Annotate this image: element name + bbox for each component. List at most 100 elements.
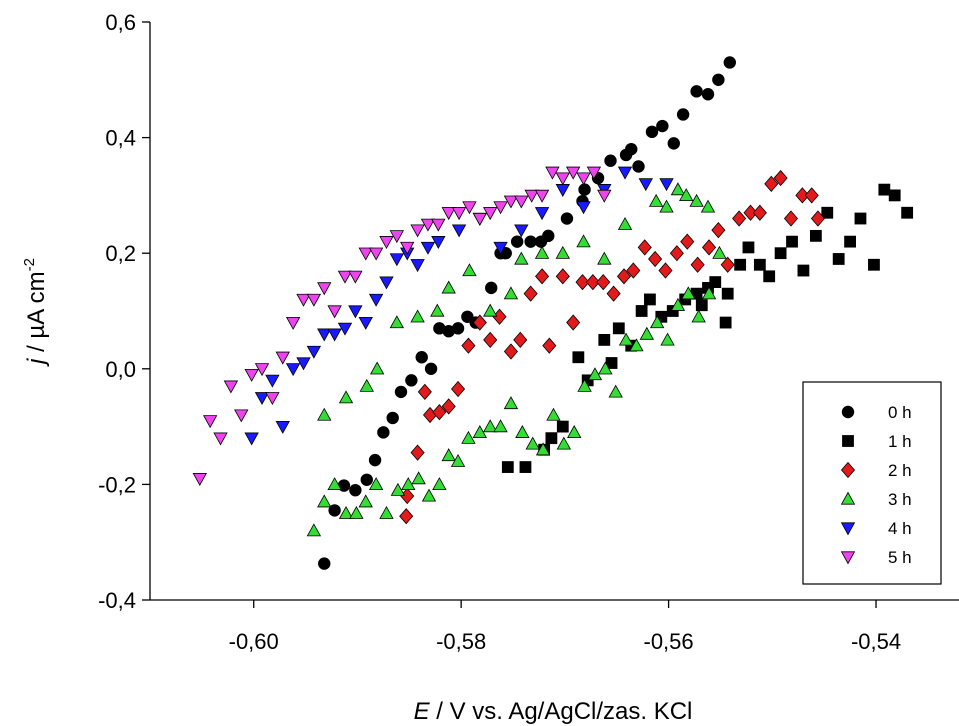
x-axis-text: / V vs. Ag/AgCl/zas. KCl [430,698,693,725]
point-0h [377,426,390,439]
point-5h [285,316,301,330]
point-4h [534,207,550,221]
point-3h [577,378,592,392]
point-0h [625,142,638,156]
point-3h [617,216,633,230]
point-3h [689,193,704,207]
point-5h [534,189,550,203]
point-2h [606,285,621,302]
y-tick-label: 0,6 [105,10,136,35]
point-3h [515,425,530,438]
point-0h [534,235,548,248]
point-3h [525,436,540,450]
point-3h [691,309,706,323]
point-0h [524,235,537,248]
point-3h [338,390,354,404]
point-4h [451,224,467,238]
point-5h [317,282,332,296]
point-2h [680,233,695,250]
point-3h [462,263,477,277]
point-5h [223,380,239,394]
point-0h [676,108,690,121]
point-5h [576,172,591,186]
point-3h [556,436,572,450]
point-1h [556,420,569,433]
legend-marker-0h [841,405,855,419]
point-1h [666,305,679,317]
point-1h [844,235,856,248]
x-axis-title: E / V vs. Ag/AgCl/zas. KCl [414,698,693,725]
point-2h [702,239,717,256]
point-3h [327,477,342,491]
point-3h [368,477,384,491]
point-2h [669,245,684,262]
point-5h [254,363,270,377]
point-2h [535,268,550,285]
point-1h [809,229,822,242]
point-2h [513,331,528,349]
point-1h [545,432,558,445]
legend-label-1h: 1 h [888,432,912,451]
point-3h [410,309,425,323]
point-3h [712,245,727,259]
point-3h [618,332,634,346]
point-0h [656,119,669,133]
point-3h [450,453,466,467]
point-0h [360,473,373,486]
point-3h [390,482,406,496]
point-5h [565,166,581,180]
point-0h [604,154,617,167]
point-3h [650,315,665,329]
legend-label-5h: 5 h [888,548,912,567]
point-1h [821,206,834,219]
point-0h [318,557,331,570]
point-1h [635,305,648,317]
point-2h [399,508,414,525]
point-3h [660,332,675,346]
point-4h [420,241,436,255]
point-4h [431,236,446,249]
point-3h [701,286,717,300]
point-3h [700,199,716,213]
point-2h [441,398,456,415]
point-1h [572,351,585,364]
point-2h [451,380,466,398]
point-4h [327,328,342,342]
point-3h [681,286,696,300]
point-3h [493,419,508,433]
point-3h [306,523,322,537]
legend-label-3h: 3 h [888,490,912,509]
point-2h [417,383,432,401]
point-2h [542,337,557,354]
point-1h [774,247,787,260]
point-5h [358,247,373,261]
point-5h [586,166,602,180]
point-5h [483,207,498,221]
point-0h [424,362,438,376]
point-5h [244,368,259,382]
y-tick-label: 0,0 [105,357,136,382]
point-0h [433,322,446,335]
point-3h [679,188,694,202]
point-3h [555,245,570,259]
y-axis-title: j / µA cm-2 [21,258,50,367]
point-3h [483,303,498,317]
point-4h [379,276,394,290]
point-5h [410,224,425,238]
point-3h [503,286,519,300]
point-5h [524,189,539,203]
point-2h [804,187,819,204]
point-3h [597,251,612,265]
point-5h [472,212,488,226]
point-5h [389,230,405,244]
legend-marker-4h [840,522,856,536]
point-3h [598,361,613,375]
point-3h [534,245,550,259]
point-2h [410,444,425,461]
point-4h [389,253,405,267]
point-4h [358,316,373,330]
point-4h [244,432,259,446]
point-3h [369,361,385,375]
point-2h [773,169,788,187]
point-2h [483,331,498,349]
